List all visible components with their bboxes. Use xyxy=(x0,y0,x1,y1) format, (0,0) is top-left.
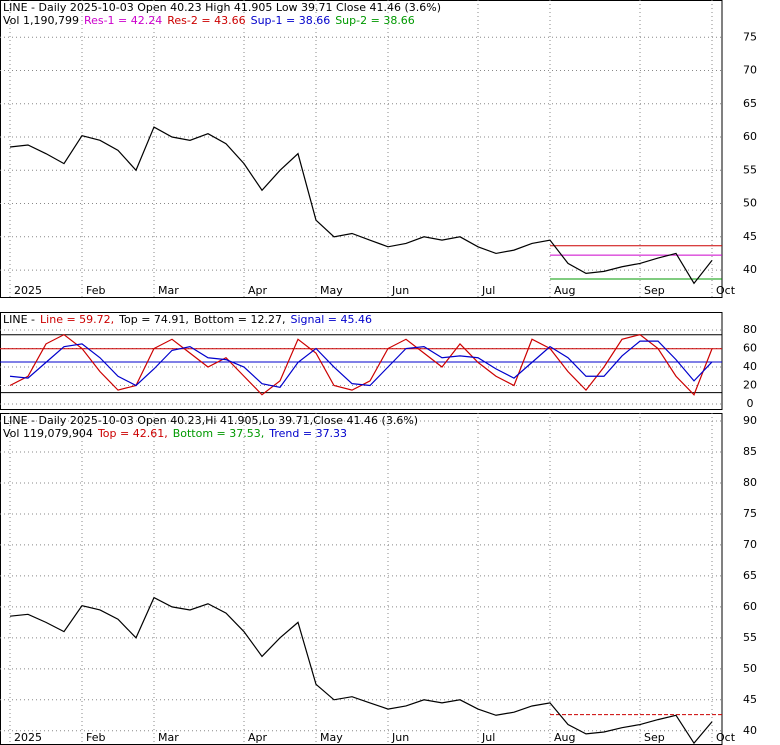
y-tick-label: 50 xyxy=(743,662,757,675)
x-tick-label: Apr xyxy=(248,284,268,297)
panel-title: LINE - Daily 2025-10-03 Open 40.23 High … xyxy=(3,1,441,14)
x-tick-label: Jul xyxy=(481,731,495,744)
x-tick-label: 2025 xyxy=(14,731,42,744)
y-tick-label: 80 xyxy=(743,323,757,336)
y-tick-label: 65 xyxy=(743,97,757,110)
x-tick-label: Apr xyxy=(248,731,268,744)
panel-frame xyxy=(0,0,723,298)
y-tick-label: 0 xyxy=(747,397,754,410)
legend-entry: Vol 119,079,904 xyxy=(3,427,93,440)
series-line xyxy=(9,333,713,396)
x-tick-label: Aug xyxy=(554,284,575,297)
y-tick-label: 70 xyxy=(743,64,757,77)
y-tick-label: 60 xyxy=(743,342,757,355)
y-tick-label: 55 xyxy=(743,163,757,176)
legend: Vol 119,079,904 Top = 42.61, Bottom = 37.5… xyxy=(3,427,347,440)
y-tick-label: 80 xyxy=(743,476,757,489)
y-tick-label: 75 xyxy=(743,507,757,520)
y-tick-label: 40 xyxy=(743,724,757,737)
y-tick-label: 85 xyxy=(743,445,757,458)
legend-entry: Vol 1,190,799 xyxy=(3,14,79,27)
panel-frame xyxy=(0,413,723,745)
legend-entry: Trend = 37.33 xyxy=(268,427,347,440)
y-tick-label: 75 xyxy=(743,30,757,43)
panel-title: LINE - Line = 59.72, Top = 74.91, Bottom = … xyxy=(3,313,372,326)
legend-entry: Signal = 45.46 xyxy=(290,313,372,326)
legend-entry: Line = 59.72, xyxy=(40,313,114,326)
y-tick-label: 20 xyxy=(743,379,757,392)
x-tick-label: Jul xyxy=(481,284,495,297)
panel-frame xyxy=(0,312,723,410)
y-tick-label: 40 xyxy=(743,263,757,276)
y-tick-label: 50 xyxy=(743,197,757,210)
legend-entry: Bottom = 12.27, xyxy=(194,313,286,326)
legend-entry: Top = 74.91, xyxy=(118,313,189,326)
y-tick-label: 65 xyxy=(743,569,757,582)
legend-entry: Bottom = 37.53, xyxy=(173,427,265,440)
x-tick-label: Feb xyxy=(86,284,105,297)
legend-entry: Sup-1 = 38.66 xyxy=(251,14,331,27)
panel-title-text: LINE - Daily 2025-10-03 Open 40.23,Hi 41… xyxy=(3,414,418,427)
legend: Vol 1,190,799 Res-1 = 42.24 Res-2 = 43.66 S… xyxy=(3,14,415,27)
x-tick-label: Aug xyxy=(554,731,575,744)
x-tick-label: Jun xyxy=(391,284,409,297)
x-tick-label: Oct xyxy=(716,731,736,744)
x-tick-label: May xyxy=(320,731,343,744)
x-tick-label: Oct xyxy=(716,284,736,297)
y-tick-label: 70 xyxy=(743,538,757,551)
series-line xyxy=(9,596,713,745)
y-tick-label: 60 xyxy=(743,130,757,143)
x-tick-label: Sep xyxy=(644,731,665,744)
x-tick-label: Sep xyxy=(644,284,665,297)
series-line xyxy=(9,340,713,389)
x-tick-label: Mar xyxy=(158,284,179,297)
x-tick-label: Feb xyxy=(86,731,105,744)
panel-title: LINE - Daily 2025-10-03 Open 40.23,Hi 41… xyxy=(3,414,418,427)
x-tick-label: Mar xyxy=(158,731,179,744)
x-tick-label: Jun xyxy=(391,731,409,744)
series-line xyxy=(9,126,713,285)
y-tick-label: 45 xyxy=(743,693,757,706)
panel-title-text: LINE - Daily 2025-10-03 Open 40.23 High … xyxy=(3,1,441,14)
y-tick-label: 90 xyxy=(743,414,757,427)
legend-entry: Res-2 = 43.66 xyxy=(167,14,245,27)
legend-entry: Res-1 = 42.24 xyxy=(84,14,162,27)
x-tick-label: 2025 xyxy=(14,284,42,297)
y-tick-label: 60 xyxy=(743,600,757,613)
x-tick-label: May xyxy=(320,284,343,297)
y-tick-label: 55 xyxy=(743,631,757,644)
legend-entry: Top = 42.61, xyxy=(97,427,168,440)
legend-entry: Sup-2 = 38.66 xyxy=(335,14,415,27)
panel-title-text: LINE - xyxy=(3,313,35,326)
y-tick-label: 45 xyxy=(743,230,757,243)
y-tick-label: 40 xyxy=(743,360,757,373)
